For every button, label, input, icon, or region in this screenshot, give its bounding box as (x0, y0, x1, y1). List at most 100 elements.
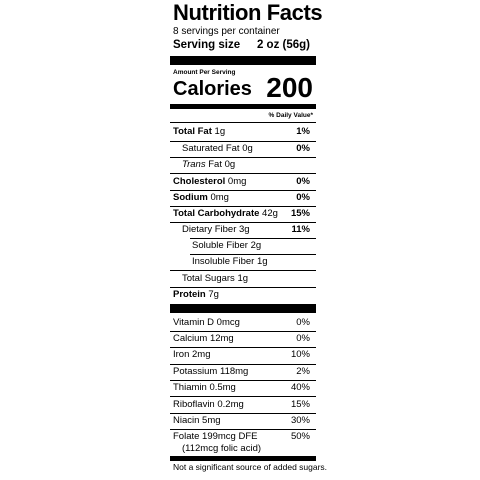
nutrient-name: Sodium (173, 192, 208, 203)
vitamin-row-riboflavin: Riboflavin 0.2mg 15% (173, 399, 313, 411)
vitamin-dv: 30% (290, 415, 310, 426)
amount-per-serving: Amount Per Serving (173, 69, 236, 76)
divider-line (170, 380, 316, 381)
divider-line (170, 173, 316, 174)
vitamin-row-vitamin-d: Vitamin D 0mcg 0% (173, 317, 313, 329)
divider-line (170, 413, 316, 414)
nutrient-name: Dietary Fiber (182, 224, 237, 235)
nutrient-name: Soluble Fiber (192, 240, 248, 251)
nutrient-name: Total Carbohydrate (173, 208, 260, 219)
nutrient-name: Total Fat (173, 126, 212, 137)
vitamin-name: Iron (173, 349, 190, 360)
divider-line (170, 222, 316, 223)
vitamin-row-iron: Iron 2mg 10% (173, 349, 313, 361)
nutrient-row-sodium: Sodium 0mg 0% (173, 192, 313, 204)
vitamin-amount: 118mg (220, 366, 249, 377)
nutrient-name: Total Sugars (182, 273, 235, 284)
vitamin-row-niacin: Niacin 5mg 30% (173, 415, 313, 427)
nutrient-row-trans-fat: Trans Fat 0g (182, 159, 313, 171)
nutrient-amount: 2g (250, 240, 262, 251)
vitamin-amount: 0.5mg (209, 382, 236, 393)
vitamin-amount: 2mg (192, 349, 211, 360)
nutrient-name: Saturated Fat (182, 143, 240, 154)
nutrient-amount: 1g (256, 256, 268, 267)
serving-size-row: Serving size 2 oz (56g) (173, 38, 313, 53)
divider-line (190, 238, 316, 239)
nutrient-name-suffix: Fat (208, 159, 222, 170)
medium-divider (170, 104, 316, 109)
divider-line (170, 347, 316, 348)
vitamin-dv: 40% (290, 382, 310, 393)
divider-line (170, 396, 316, 397)
vitamin-name: Potassium (173, 366, 218, 377)
nutrient-amount: 3g (239, 224, 250, 235)
nutrient-row-total-fat: Total Fat 1g 1% (173, 126, 313, 138)
vitamin-amount: 5mg (202, 415, 221, 426)
divider-line (170, 190, 316, 191)
divider-line (170, 122, 316, 123)
nutrient-row-saturated-fat: Saturated Fat 0g 0% (182, 143, 313, 155)
vitamin-name: Folate (173, 431, 200, 442)
folic-acid-note: (112mcg folic acid) (182, 443, 262, 454)
vitamin-amount: 0.2mg (217, 399, 244, 410)
nutrient-name: Protein (173, 289, 206, 300)
vitamin-name: Niacin (173, 415, 200, 426)
vitamin-amount: 0mcg (216, 317, 240, 328)
nutrient-row-total-carbohydrate: Total Carbohydrate 42g 15% (173, 208, 313, 220)
nutrient-dv: 0% (296, 143, 310, 154)
divider-line (190, 254, 316, 255)
vitamin-name: Calcium (173, 333, 208, 344)
footnote: Not a significant source of added sugars… (173, 462, 328, 472)
nutrient-amount: 0mg (227, 176, 247, 187)
servings-per-container: 8 servings per container (173, 26, 280, 37)
nutrient-amount: 1g (237, 273, 249, 284)
nutrient-dv: 0% (296, 192, 310, 203)
vitamin-name: Riboflavin (173, 399, 215, 410)
vitamin-dv: 50% (290, 431, 310, 442)
nutrient-dv: 11% (291, 224, 311, 235)
nutrition-facts-label: Nutrition Facts 8 servings per container… (170, 0, 327, 480)
divider-line (170, 141, 316, 142)
serving-size-value: 2 oz (56g) (256, 39, 310, 51)
nutrient-amount: 0g (242, 143, 253, 154)
nutrient-name: Trans (182, 159, 206, 170)
nutrient-row-cholesterol: Cholesterol 0mg 0% (173, 176, 313, 188)
nutrient-row-soluble-fiber: Soluble Fiber 2g (192, 240, 313, 252)
nutrient-row-dietary-fiber: Dietary Fiber 3g 11% (182, 224, 313, 236)
divider-line (170, 331, 316, 332)
medium-divider (170, 456, 316, 461)
vitamin-dv: 0% (296, 333, 310, 344)
serving-size-label: Serving size (173, 39, 241, 51)
nutrient-dv: 0% (296, 176, 310, 187)
vitamin-row-folate: Folate 199mcg DFE 50% (173, 431, 313, 443)
vitamin-dv: 10% (290, 349, 310, 360)
nutrient-dv: 15% (290, 208, 310, 219)
vitamin-row-calcium: Calcium 12mg 0% (173, 333, 313, 345)
calories-value: 200 (266, 72, 313, 103)
nutrient-amount: 42g (262, 208, 278, 219)
divider-line (170, 364, 316, 365)
nutrient-amount: 0mg (210, 192, 229, 203)
thick-divider (170, 304, 316, 313)
vitamin-row-thiamin: Thiamin 0.5mg 40% (173, 382, 313, 394)
daily-value-header: % Daily Value* (268, 112, 313, 119)
divider-line (170, 206, 316, 207)
calories-label: Calories (173, 78, 252, 100)
vitamin-name: Vitamin D (173, 317, 215, 328)
divider-line (170, 270, 316, 271)
divider-line (170, 157, 316, 158)
vitamin-amount: 12mg (209, 333, 234, 344)
nutrient-row-insoluble-fiber: Insoluble Fiber 1g (192, 256, 313, 268)
nutrient-name: Insoluble Fiber (192, 256, 255, 267)
divider-line (170, 429, 316, 430)
nutrient-row-total-sugars: Total Sugars 1g (182, 273, 313, 285)
nutrient-dv: 1% (296, 126, 310, 137)
divider-line (170, 287, 316, 288)
label-title: Nutrition Facts (173, 0, 323, 25)
nutrient-row-protein: Protein 7g (173, 289, 313, 301)
nutrient-name: Cholesterol (173, 176, 226, 187)
vitamin-amount: 199mcg DFE (202, 431, 258, 442)
vitamin-dv: 0% (296, 317, 310, 328)
vitamin-dv: 15% (290, 399, 310, 410)
nutrient-amount: 0g (224, 159, 236, 170)
